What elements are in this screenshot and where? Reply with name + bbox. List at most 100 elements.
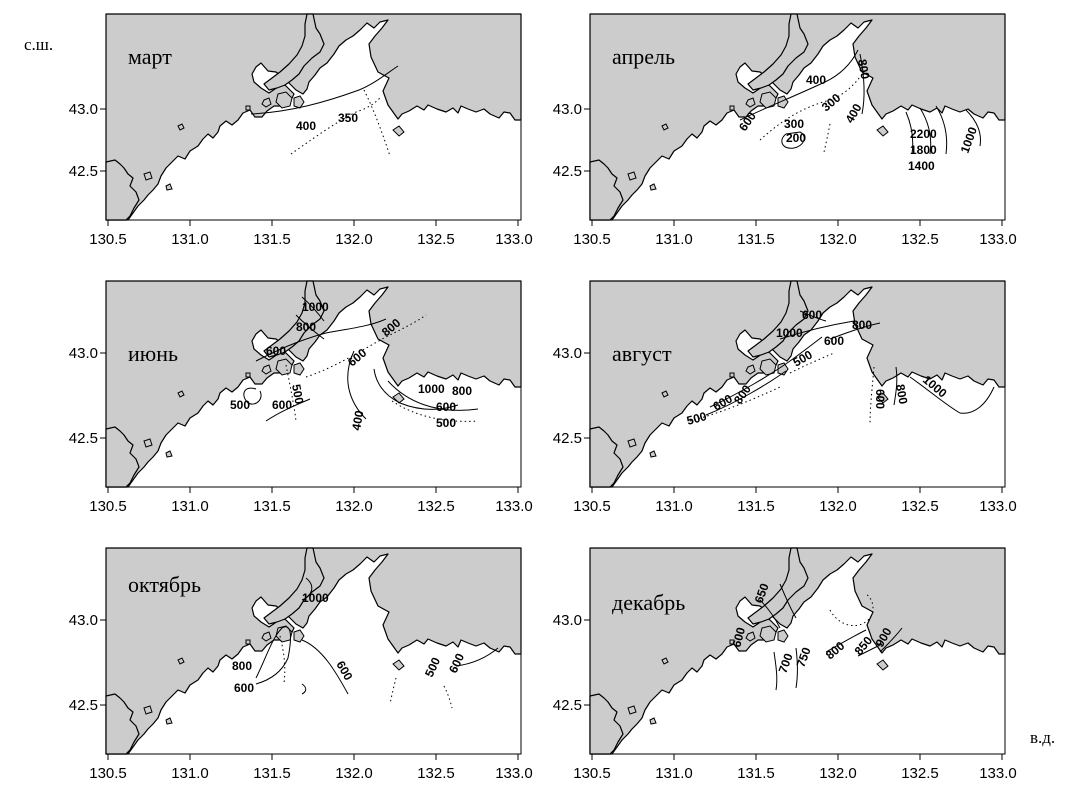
panel-march: март 400 350 43.0 42.5 130.5 131.0 131.5… (69, 13, 533, 248)
isolines (243, 296, 479, 422)
contour-label: 800 (296, 320, 316, 334)
isolines (759, 583, 903, 691)
contour-label: 650 (752, 581, 772, 605)
x-tick-label: 131.5 (737, 765, 775, 782)
x-tick-label: 132.0 (335, 765, 373, 782)
month-label: апрель (612, 44, 675, 69)
contour-label: 800 (452, 384, 472, 398)
x-axis: 130.5 131.0 131.5 132.0 132.5 133.0 (573, 220, 1017, 248)
contour-label: 600 (802, 308, 822, 322)
contour-label: 400 (842, 101, 864, 126)
panel-frame (589, 547, 1006, 755)
contour-label: 800 (852, 318, 872, 332)
x-tick-label: 131.0 (655, 765, 693, 782)
contour-label: 600 (446, 651, 467, 675)
panel-frame (105, 13, 522, 221)
x-tick-label: 132.0 (819, 765, 857, 782)
contour-label: 350 (338, 111, 358, 125)
x-tick-label: 131.0 (171, 498, 209, 515)
x-tick-label: 132.0 (819, 498, 857, 515)
x-tick-label: 130.5 (89, 765, 127, 782)
x-tick-label: 133.0 (495, 498, 533, 515)
x-tick-label: 131.5 (253, 765, 291, 782)
contour-label: 600 (711, 391, 736, 413)
contour-label: 600 (873, 389, 887, 409)
x-tick-label: 130.5 (573, 231, 611, 248)
x-axis: 130.5 131.0 131.5 132.0 132.5 133.0 (89, 220, 533, 248)
x-tick-label: 131.5 (737, 231, 775, 248)
panel-april: апрель 600 400 300 200 300 400 800 2200 … (553, 13, 1017, 248)
y-tick-label: 42.5 (69, 697, 98, 714)
month-label: август (612, 341, 672, 366)
panel-frame (105, 547, 522, 755)
contour-label: 400 (296, 119, 316, 133)
isolines (255, 577, 499, 709)
x-tick-label: 133.0 (495, 765, 533, 782)
contour-label: 1400 (908, 159, 935, 173)
y-tick-label: 42.5 (69, 430, 98, 447)
contour-label: 1800 (910, 143, 937, 157)
y-tick-label: 43.0 (69, 345, 98, 362)
contour-label: 600 (824, 334, 844, 348)
panel-frame (589, 280, 1006, 488)
panel-june: июнь 1000 800 600 500 500 600 800 600 40… (69, 280, 533, 515)
contour-label: 500 (685, 409, 708, 428)
x-tick-label: 133.0 (979, 498, 1017, 515)
contour-label: 1000 (776, 326, 803, 340)
contour-label: 500 (791, 347, 816, 369)
y-tick-label: 43.0 (553, 345, 582, 362)
lat-axis-unit: с.ш. (24, 35, 53, 54)
x-axis: 130.5 131.0 131.5 132.0 132.5 133.0 (573, 754, 1017, 782)
panel-october: октябрь 1000 800 600 600 500 600 43.0 42… (69, 547, 533, 782)
y-tick-label: 43.0 (69, 101, 98, 118)
panel-frame (589, 13, 1006, 221)
x-tick-label: 132.5 (901, 765, 939, 782)
x-tick-label: 131.5 (253, 498, 291, 515)
isolines (250, 65, 399, 157)
x-tick-label: 132.5 (417, 498, 455, 515)
x-axis: 130.5 131.0 131.5 132.0 132.5 133.0 (573, 487, 1017, 515)
month-label: июнь (128, 341, 178, 366)
month-label: декабрь (612, 590, 685, 615)
x-tick-label: 131.5 (253, 231, 291, 248)
contour-label: 600 (234, 681, 254, 695)
x-tick-label: 130.5 (573, 498, 611, 515)
x-axis: 130.5 131.0 131.5 132.0 132.5 133.0 (89, 754, 533, 782)
x-tick-label: 130.5 (89, 498, 127, 515)
y-axis: 43.0 42.5 (69, 612, 106, 714)
y-tick-label: 42.5 (69, 163, 98, 180)
x-tick-label: 132.5 (901, 498, 939, 515)
contour-label: 600 (272, 398, 292, 412)
contour-label: 1000 (418, 382, 445, 396)
x-tick-label: 132.0 (819, 231, 857, 248)
contour-label: 500 (230, 398, 250, 412)
panel-august: август 600 1000 800 600 800 500 600 500 … (553, 280, 1017, 515)
panel-frame (105, 280, 522, 488)
contour-label: 700 (776, 651, 796, 675)
y-axis: 43.0 42.5 (69, 101, 106, 180)
contour-label: 1000 (920, 373, 950, 401)
month-label: октябрь (128, 572, 201, 597)
contour-label: 600 (436, 400, 456, 414)
contour-label: 400 (349, 409, 366, 431)
y-axis: 43.0 42.5 (69, 345, 106, 447)
y-tick-label: 43.0 (553, 612, 582, 629)
contour-label: 2200 (910, 127, 937, 141)
contour-label: 800 (855, 58, 872, 80)
y-tick-label: 42.5 (553, 697, 582, 714)
y-axis: 43.0 42.5 (553, 612, 590, 714)
x-tick-label: 130.5 (89, 231, 127, 248)
contour-label: 1000 (958, 125, 980, 155)
contour-label: 750 (794, 645, 814, 669)
x-tick-label: 131.0 (171, 231, 209, 248)
contour-label: 500 (422, 655, 443, 679)
contour-label: 300 (819, 90, 844, 114)
x-tick-label: 132.0 (335, 231, 373, 248)
contour-label: 500 (289, 383, 306, 405)
x-tick-label: 133.0 (495, 231, 533, 248)
contour-label: 500 (436, 416, 456, 430)
x-tick-label: 131.0 (171, 765, 209, 782)
contour-label: 1000 (302, 591, 329, 605)
x-tick-label: 132.5 (417, 765, 455, 782)
